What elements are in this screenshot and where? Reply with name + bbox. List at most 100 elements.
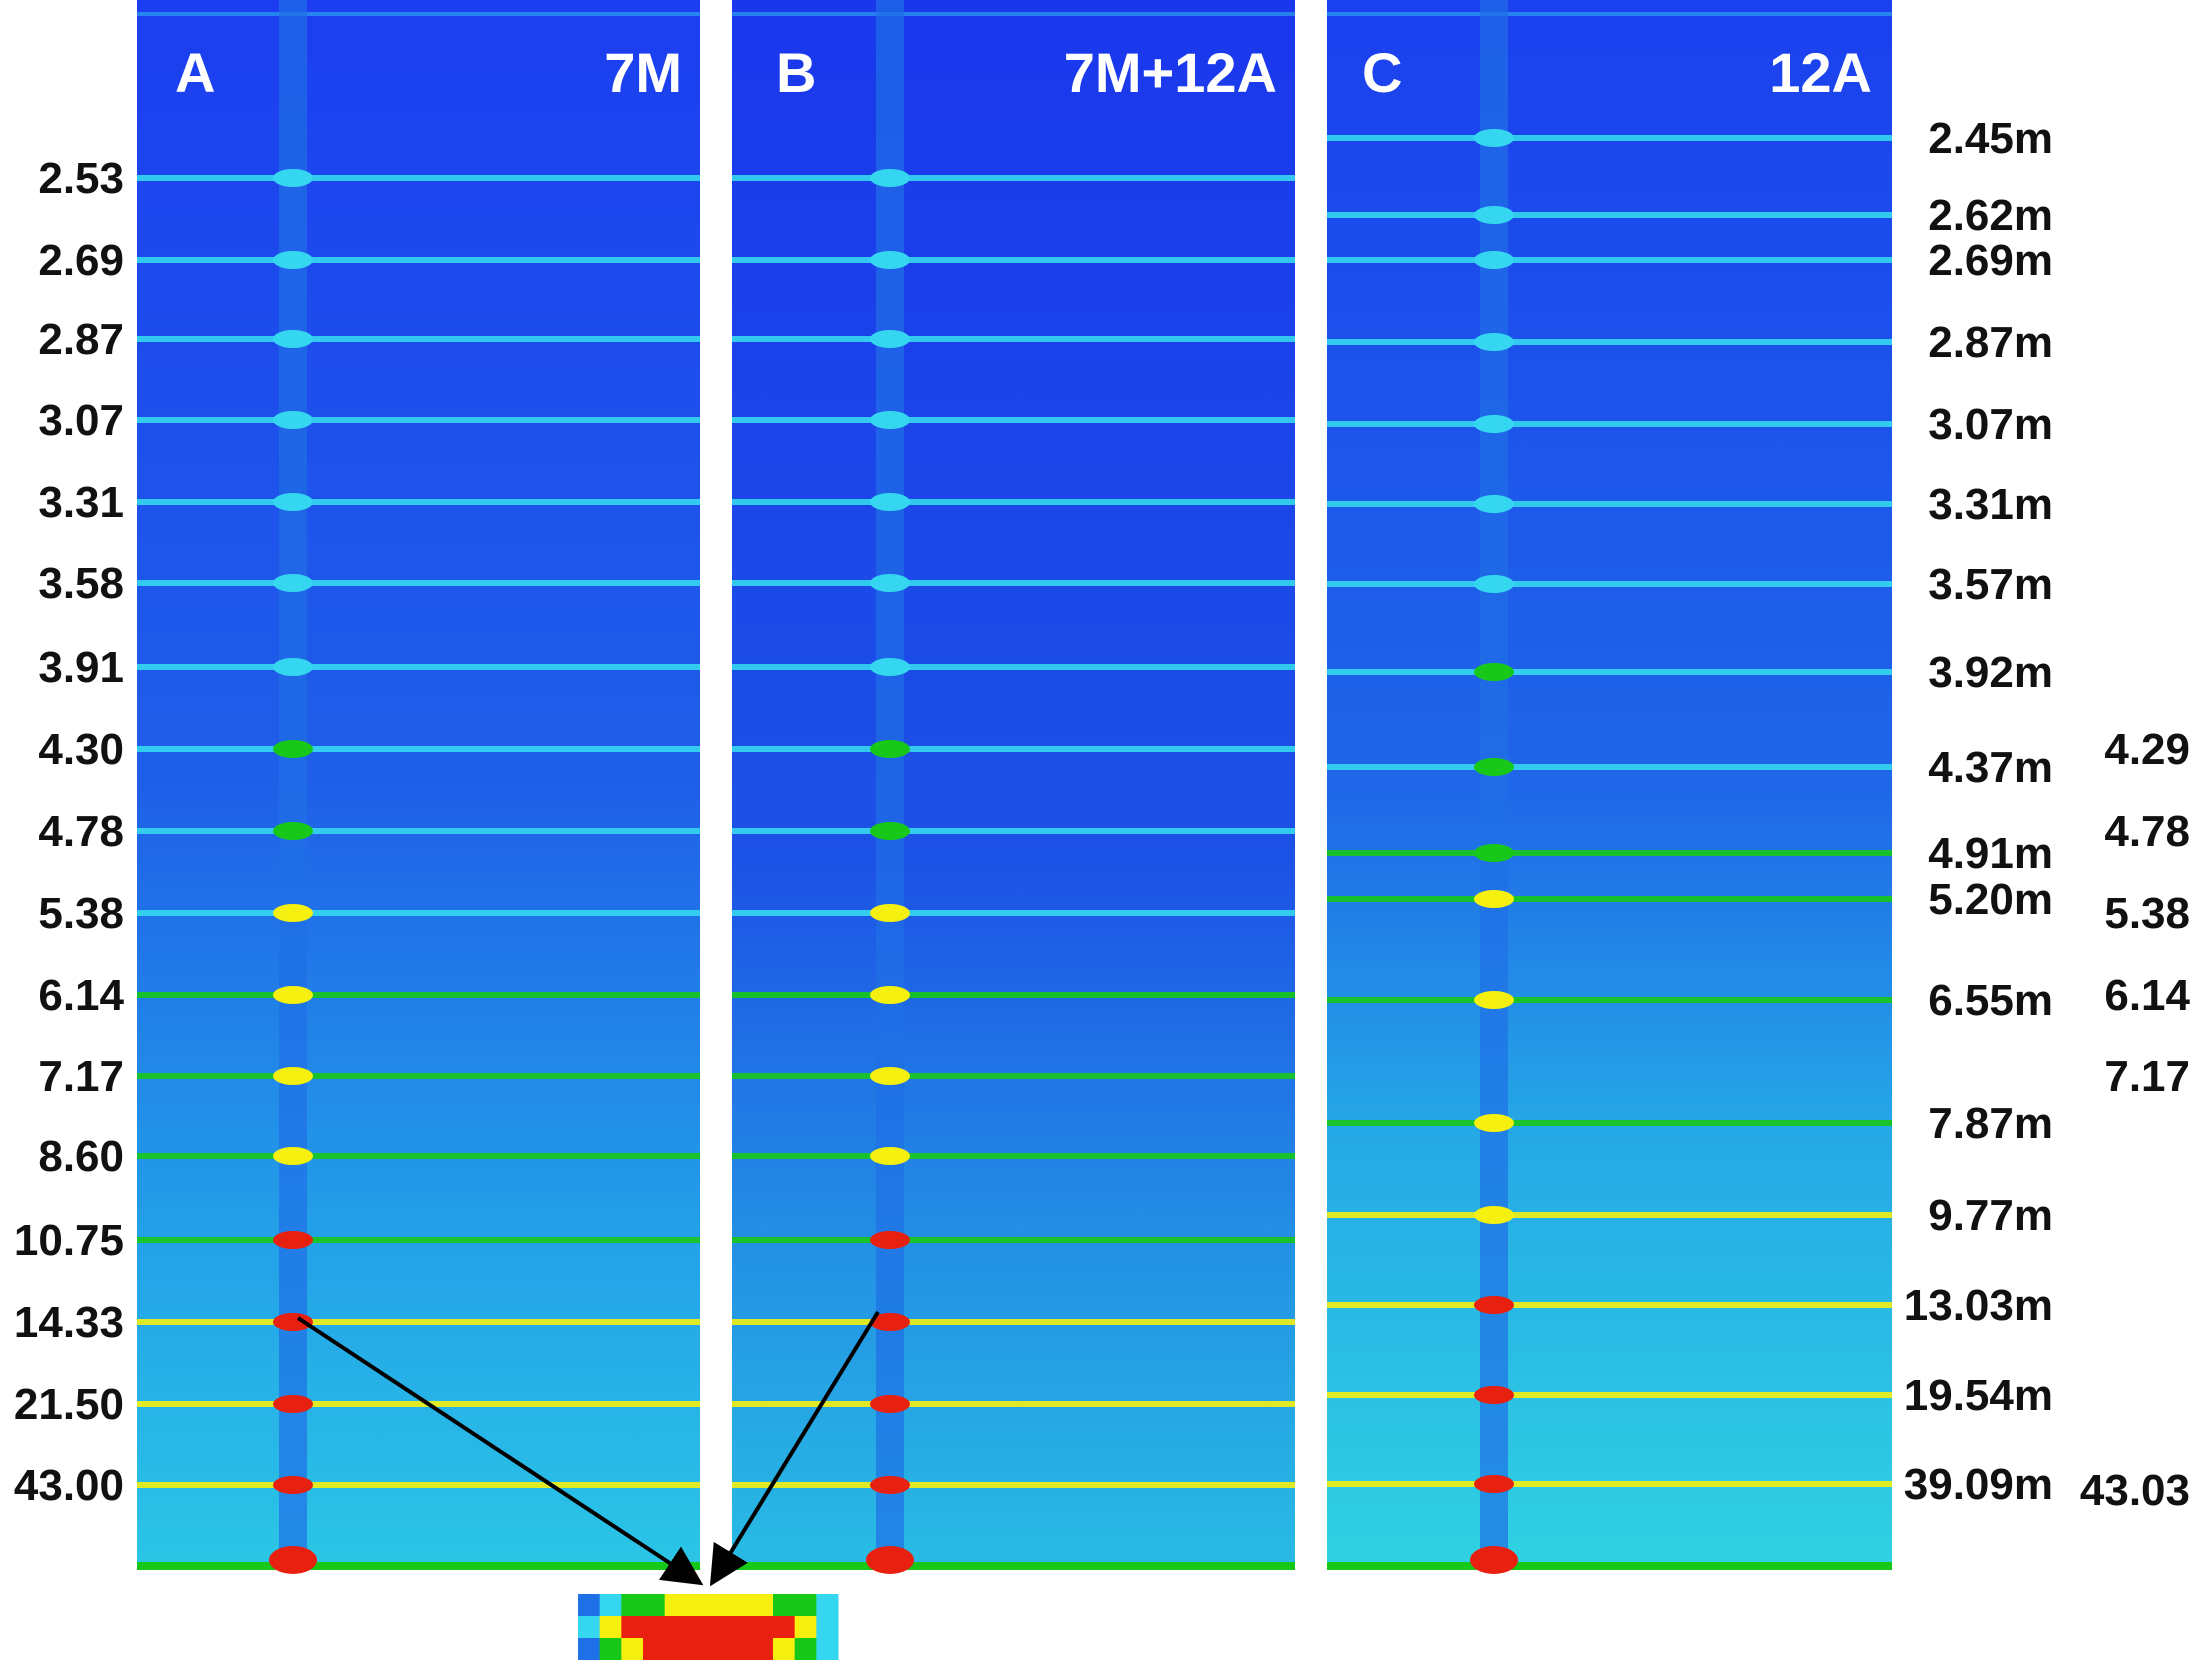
middle-label: 19.54m (1904, 1371, 2053, 1420)
hot-spot (1474, 333, 1514, 351)
inset-cell (751, 1638, 774, 1660)
middle-label: 6.55m (1928, 976, 2053, 1025)
hot-spot (1474, 1114, 1514, 1132)
left-label: 43.00 (14, 1461, 124, 1510)
harmonic-band (1327, 339, 1892, 345)
panel-b-tag: 7M+12A (1064, 41, 1277, 104)
harmonic-band (732, 1482, 1295, 1488)
hot-spot (269, 1546, 317, 1574)
inset-cell (578, 1616, 601, 1638)
panel-c-bands (1327, 12, 1892, 1570)
harmonic-band (137, 499, 700, 505)
harmonic-band (1327, 669, 1892, 675)
panel-b-bright-column (866, 0, 914, 1574)
hot-spot (870, 330, 910, 348)
harmonic-band (1327, 1392, 1892, 1398)
harmonic-band (137, 746, 700, 752)
harmonic-band (1327, 421, 1892, 427)
middle-label: 2.45m (1928, 114, 2053, 163)
inset-cell (794, 1616, 817, 1638)
hot-spot (870, 740, 910, 758)
hot-spot (870, 658, 910, 676)
left-label: 8.60 (38, 1132, 124, 1181)
harmonic-band (137, 664, 700, 670)
inset-cell (621, 1594, 644, 1616)
middle-label: 3.57m (1928, 560, 2053, 609)
harmonic-band (137, 1482, 700, 1488)
hot-spot (273, 169, 313, 187)
harmonic-band (137, 1073, 700, 1079)
right-label: 4.29 (2104, 725, 2190, 774)
inset-cell (643, 1616, 666, 1638)
hot-spot (870, 1231, 910, 1249)
hot-spot (1474, 1475, 1514, 1493)
hot-spot (870, 1395, 910, 1413)
column-strip (279, 0, 307, 1570)
harmonic-band (732, 257, 1295, 263)
harmonic-band (1327, 12, 1892, 16)
harmonic-band (732, 1401, 1295, 1407)
right-label: 4.78 (2104, 807, 2190, 856)
inset-cell (664, 1638, 687, 1660)
hot-spot (273, 1476, 313, 1494)
left-label: 3.07 (38, 396, 124, 445)
middle-label: 4.91m (1928, 829, 2053, 878)
hot-spot (870, 493, 910, 511)
harmonic-band (1327, 850, 1892, 856)
harmonic-band (732, 175, 1295, 181)
panel-a-letter: A (175, 41, 215, 104)
panel-b-bands (732, 12, 1295, 1570)
harmonic-band (137, 12, 700, 16)
harmonic-band (732, 499, 1295, 505)
inset-cell (621, 1616, 644, 1638)
middle-label: 3.07m (1928, 400, 2053, 449)
panel-b-7m-12a: B 7M+12A (732, 0, 1295, 1574)
harmonic-band (1327, 764, 1892, 770)
panel-c-bright-column (1470, 0, 1518, 1574)
inset-cell (686, 1616, 709, 1638)
inset-cell (599, 1616, 622, 1638)
harmonic-band (137, 1562, 700, 1570)
left-label: 3.31 (38, 478, 124, 527)
hot-spot (870, 251, 910, 269)
panel-c-background (1327, 0, 1892, 1570)
harmonic-band (137, 992, 700, 998)
harmonic-band (732, 336, 1295, 342)
harmonic-band (1327, 501, 1892, 507)
hot-spot (273, 1395, 313, 1413)
inset-cell (708, 1594, 731, 1616)
inset-cell (664, 1616, 687, 1638)
harmonic-band (137, 1319, 700, 1325)
left-label: 3.91 (38, 643, 124, 692)
arrow-a-to-inset (296, 1316, 704, 1586)
inset-cell (708, 1638, 731, 1660)
arrow-b-to-inset (709, 1310, 880, 1587)
left-label: 6.14 (38, 971, 124, 1020)
column-strip (876, 0, 904, 1570)
inset-cell (599, 1594, 622, 1616)
panel-c-12a: C 12A (1327, 0, 1892, 1574)
harmonic-band (732, 992, 1295, 998)
hot-spot (866, 1546, 914, 1574)
middle-label: 13.03m (1904, 1281, 2053, 1330)
left-label: 2.53 (38, 154, 124, 203)
inset-cell (686, 1594, 709, 1616)
hot-spot (1470, 1546, 1518, 1574)
inset-cell (794, 1594, 817, 1616)
inset-cell (708, 1616, 731, 1638)
harmonic-band (137, 1237, 700, 1243)
left-label: 14.33 (14, 1298, 124, 1347)
hot-spot (1474, 575, 1514, 593)
inset-cell (751, 1594, 774, 1616)
hot-spot (273, 493, 313, 511)
left-label: 4.78 (38, 807, 124, 856)
hot-spot (870, 1476, 910, 1494)
panel-a-7m: A 7M (137, 0, 700, 1574)
right-period-labels: 4.29 4.78 5.38 6.14 7.17 43.03 (2080, 725, 2191, 1515)
inset-cell (773, 1594, 796, 1616)
panel-b-letter: B (776, 41, 816, 104)
hot-spot (273, 822, 313, 840)
harmonic-band (137, 417, 700, 423)
inset-cell (729, 1616, 752, 1638)
hot-spot (1474, 1296, 1514, 1314)
